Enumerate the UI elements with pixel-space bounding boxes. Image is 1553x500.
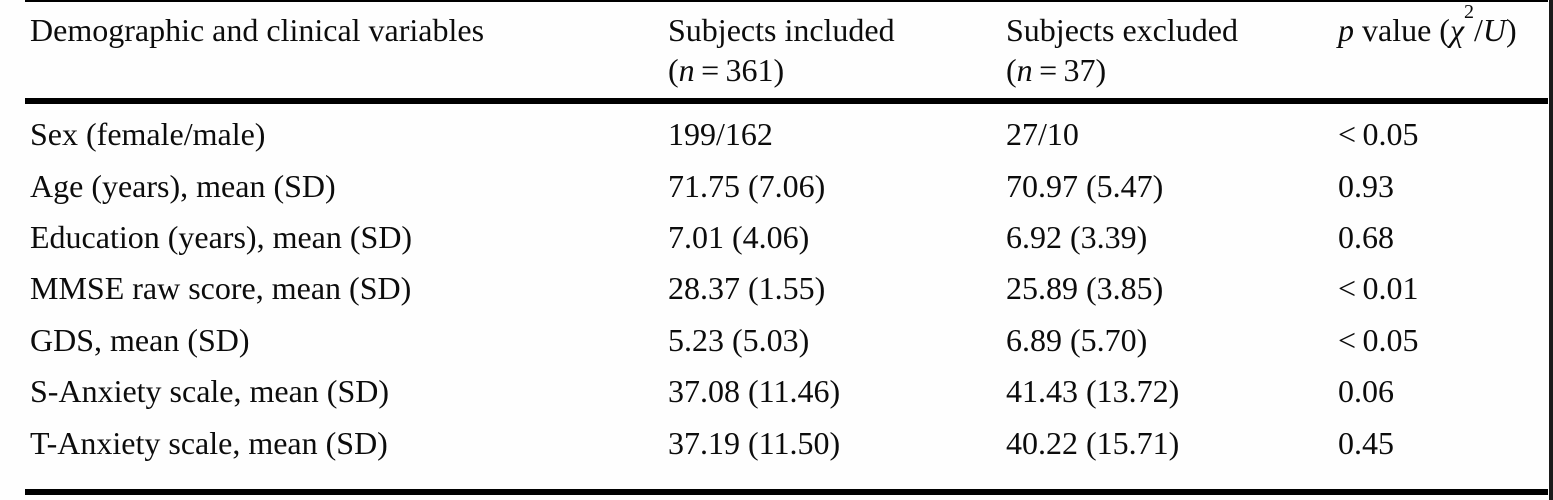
italic-p-variable: p (1338, 12, 1354, 48)
table-body: Sex (female/male) 199/162 27/10 < 0.05 A… (25, 104, 1546, 469)
header-subjects-excluded: Subjects excluded (n = 37) (1006, 10, 1338, 98)
slash: / (1474, 12, 1483, 48)
row-label: Age (years), mean (SD) (30, 167, 336, 204)
table-header-row: Demographic and clinical variables Subje… (25, 2, 1546, 98)
row-label: T-Anxiety scale, mean (SD) (30, 424, 388, 461)
cell-excluded: 40.22 (15.71) (1006, 424, 1180, 461)
header-excluded-title: Subjects excluded (1006, 12, 1238, 48)
table-header-rule (25, 98, 1548, 104)
cell-included: 199/162 (668, 116, 773, 153)
n-equals-value: = 361) (694, 52, 785, 88)
header-included-n: (n = 361) (668, 50, 1006, 90)
cell-excluded: 70.97 (5.47) (1006, 167, 1164, 204)
cell-p-value: 0.68 (1338, 218, 1394, 255)
italic-n-variable: n (678, 52, 695, 88)
cell-excluded: 6.92 (3.39) (1006, 218, 1148, 255)
row-label: Sex (female/male) (30, 116, 266, 153)
n-equals-value: = 37) (1032, 52, 1107, 88)
cell-included: 7.01 (4.06) (668, 218, 810, 255)
cell-p-value: 0.45 (1338, 424, 1394, 461)
cell-included: 5.23 (5.03) (668, 321, 810, 358)
cell-p-value: 0.93 (1338, 167, 1394, 204)
cell-excluded: 6.89 (5.70) (1006, 321, 1148, 358)
row-label: S-Anxiety scale, mean (SD) (30, 373, 390, 410)
cell-included: 37.19 (11.50) (668, 424, 841, 461)
header-included-title: Subjects included (668, 12, 895, 48)
scan-edge-artifact (1549, 0, 1553, 500)
cell-included: 71.75 (7.06) (668, 167, 826, 204)
row-label: Education (years), mean (SD) (30, 218, 413, 255)
cell-excluded: 25.89 (3.85) (1006, 270, 1164, 307)
paren-open: ( (1006, 52, 1017, 88)
cell-excluded: 27/10 (1006, 116, 1079, 153)
header-excluded-n: (n = 37) (1006, 50, 1338, 90)
italic-u-variable: U (1482, 12, 1507, 48)
header-variables: Demographic and clinical variables (30, 12, 485, 48)
paren-open: ( (668, 52, 679, 88)
cell-p-value: < 0.01 (1338, 270, 1419, 307)
table-bottom-rule (25, 489, 1548, 495)
cell-included: 28.37 (1.55) (668, 270, 826, 307)
table-top-rule (25, 0, 1548, 2)
paren-close: ) (1506, 12, 1517, 48)
row-label: MMSE raw score, mean (SD) (30, 270, 412, 307)
p-value-label: value ( (1354, 12, 1450, 48)
header-p-value: p value (χ2/U) (1338, 2, 1546, 98)
cell-p-value: < 0.05 (1338, 116, 1419, 153)
cell-included: 37.08 (11.46) (668, 373, 841, 410)
header-subjects-included: Subjects included (n = 361) (668, 10, 1006, 98)
italic-chi-symbol: χ (1449, 12, 1465, 48)
chi-squared-superscript: 2 (1464, 1, 1475, 24)
row-label: GDS, mean (SD) (30, 321, 250, 358)
cell-excluded: 41.43 (13.72) (1006, 373, 1180, 410)
cell-p-value: < 0.05 (1338, 321, 1419, 358)
cell-p-value: 0.06 (1338, 373, 1394, 410)
italic-n-variable: n (1016, 52, 1033, 88)
